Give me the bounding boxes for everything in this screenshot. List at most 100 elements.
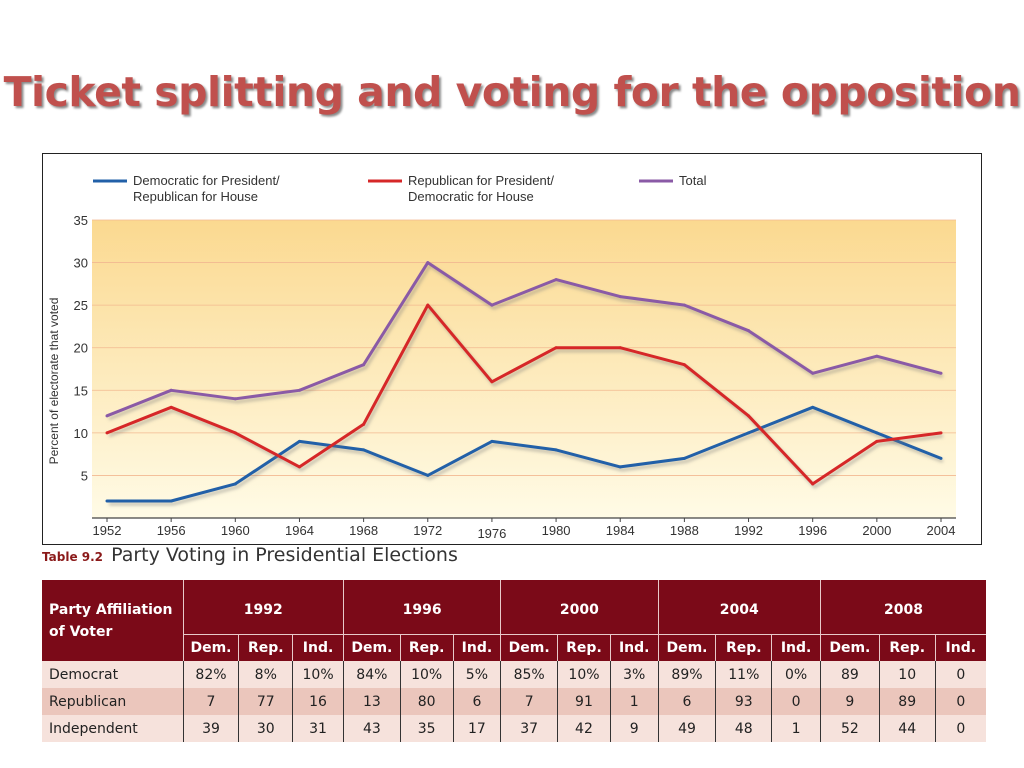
table-cell: 89% — [658, 661, 717, 688]
data-point — [362, 448, 366, 452]
table-cell: 89 — [820, 661, 880, 688]
row-label: Independent — [42, 715, 184, 742]
x-tick-label: 1988 — [670, 523, 699, 538]
table-cell: 80 — [400, 688, 454, 715]
table-cell: 0 — [935, 715, 986, 742]
y-axis-label: Percent of electorate that voted — [47, 298, 61, 465]
line-chart: 5 10 15 20 25 30 35 1952 1956 1960 1964 1968 1972 197… — [42, 153, 982, 545]
data-point — [169, 499, 173, 503]
table-cell: 93 — [715, 688, 773, 715]
table-caption: Table 9.2 Party Voting in Presidential E… — [42, 544, 458, 566]
table-cell: 0 — [935, 688, 986, 715]
table-cell: 10% — [292, 661, 344, 688]
x-tick-label: 1980 — [542, 523, 571, 538]
table-cell: 5% — [453, 661, 502, 688]
table-cell: 9 — [820, 688, 880, 715]
year-header-row: Party Affiliation of Voter 1992 1996 2000 2… — [42, 580, 986, 661]
table-cell: 48 — [715, 715, 773, 742]
data-point — [233, 431, 237, 435]
table-cell: 17 — [453, 715, 502, 742]
table-cell: 0% — [771, 661, 821, 688]
party-sub-header: Dem. — [183, 634, 240, 661]
table-cell: 13 — [343, 688, 401, 715]
data-point — [554, 448, 558, 452]
x-tick-label: 1972 — [413, 523, 442, 538]
table-cell: 10% — [557, 661, 611, 688]
party-sub-header: Rep. — [400, 634, 454, 661]
data-point — [490, 380, 494, 384]
x-tick-label: 1960 — [221, 523, 250, 538]
party-sub-header: Dem. — [500, 634, 559, 661]
data-point — [169, 405, 173, 409]
data-point — [811, 371, 815, 375]
party-sub-header: Ind. — [771, 634, 821, 661]
data-point — [618, 465, 622, 469]
table-cell: 10 — [879, 661, 936, 688]
table-cell: 30 — [238, 715, 294, 742]
legend-label-2: Total — [679, 173, 707, 188]
table-cell: 52 — [820, 715, 880, 742]
data-point — [105, 499, 109, 503]
table-cell: 85% — [500, 661, 559, 688]
table-cell: 6 — [453, 688, 502, 715]
table-cell: 35 — [400, 715, 454, 742]
table-number: Table 9.2 — [42, 550, 104, 564]
legend-label-0: Democratic for President/ — [133, 173, 280, 188]
data-point — [233, 482, 237, 486]
data-point — [747, 329, 751, 333]
data-point — [297, 465, 301, 469]
x-tick-label: 1956 — [157, 523, 186, 538]
table-cell: 16 — [292, 688, 344, 715]
data-point — [811, 405, 815, 409]
table-cell: 31 — [292, 715, 344, 742]
table-cell: 39 — [183, 715, 240, 742]
party-sub-header: Dem. — [658, 634, 717, 661]
y-tick-label: 10 — [74, 426, 88, 441]
data-point — [875, 354, 879, 358]
data-point — [554, 346, 558, 350]
party-sub-header: Ind. — [453, 634, 502, 661]
row-label: Democrat — [42, 661, 184, 688]
table-cell: 3% — [610, 661, 659, 688]
data-point — [811, 482, 815, 486]
slide-title: Ticket splitting and voting for the oppo… — [3, 68, 1021, 116]
table-row: Republican 7 77 16 13 80 6 7 91 1 6 93 0 9 89 0 — [42, 688, 986, 715]
y-tick-label: 35 — [74, 213, 88, 228]
series-line-0 — [107, 405, 942, 503]
table-cell: 42 — [557, 715, 611, 742]
table-cell: 89 — [879, 688, 936, 715]
y-tick-label: 30 — [74, 256, 88, 271]
legend-label-1: Republican for President/ — [408, 173, 554, 188]
data-point — [490, 303, 494, 307]
data-point — [490, 439, 494, 443]
data-point — [618, 346, 622, 350]
row-label: Republican — [42, 688, 184, 715]
party-sub-header: Ind. — [935, 634, 986, 661]
data-point — [939, 431, 943, 435]
data-point — [105, 414, 109, 418]
x-tick-label: 1976 — [477, 526, 506, 541]
table-cell: 49 — [658, 715, 717, 742]
table-cell: 11% — [715, 661, 773, 688]
data-point — [618, 295, 622, 299]
series-line-1 — [106, 303, 942, 486]
legend-label-1: Democratic for House — [408, 189, 534, 204]
table-cell: 91 — [557, 688, 611, 715]
affiliation-header-line-1: Party Affiliation — [49, 601, 173, 618]
table-cell: 10% — [400, 661, 454, 688]
x-tick-label: 1952 — [93, 523, 122, 538]
table-cell: 1 — [771, 715, 821, 742]
data-point — [362, 422, 366, 426]
x-tick-label: 1964 — [285, 523, 314, 538]
x-tick-label: 1996 — [798, 523, 827, 538]
year-header: 2000 — [500, 580, 659, 635]
data-point — [426, 303, 430, 307]
data-point — [682, 303, 686, 307]
data-point — [362, 363, 366, 367]
data-point — [682, 363, 686, 367]
affiliation-header: Party Affiliation of Voter — [42, 580, 184, 661]
data-point — [747, 414, 751, 418]
series-shadow-0 — [109, 408, 944, 506]
y-tick-label: 5 — [81, 468, 88, 483]
party-sub-header: Ind. — [292, 634, 344, 661]
